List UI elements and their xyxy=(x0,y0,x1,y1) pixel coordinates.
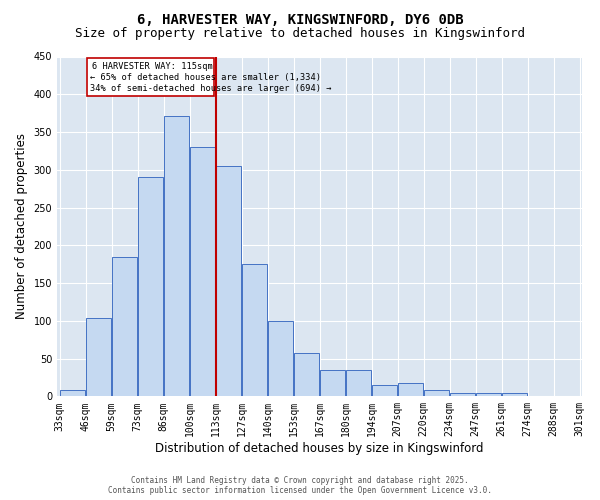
Bar xyxy=(372,385,397,396)
Text: Contains HM Land Registry data © Crown copyright and database right 2025.
Contai: Contains HM Land Registry data © Crown c… xyxy=(108,476,492,495)
Bar xyxy=(112,256,137,396)
Bar xyxy=(242,264,268,396)
FancyBboxPatch shape xyxy=(87,58,214,96)
Text: 34% of semi-detached houses are larger (694) →: 34% of semi-detached houses are larger (… xyxy=(89,84,331,94)
Text: 6, HARVESTER WAY, KINGSWINFORD, DY6 0DB: 6, HARVESTER WAY, KINGSWINFORD, DY6 0DB xyxy=(137,12,463,26)
Bar xyxy=(60,390,85,396)
Bar xyxy=(346,370,371,396)
Bar xyxy=(138,176,163,396)
Bar xyxy=(424,390,449,396)
Bar xyxy=(164,116,190,396)
Bar xyxy=(450,392,475,396)
Bar xyxy=(268,321,293,396)
Bar xyxy=(398,384,424,396)
X-axis label: Distribution of detached houses by size in Kingswinford: Distribution of detached houses by size … xyxy=(155,442,484,455)
Bar xyxy=(190,147,215,396)
Bar xyxy=(86,318,112,396)
Bar xyxy=(216,166,241,396)
Text: 6 HARVESTER WAY: 115sqm: 6 HARVESTER WAY: 115sqm xyxy=(92,62,212,71)
Bar xyxy=(294,354,319,397)
Text: ← 65% of detached houses are smaller (1,334): ← 65% of detached houses are smaller (1,… xyxy=(89,73,320,82)
Bar xyxy=(476,392,502,396)
Y-axis label: Number of detached properties: Number of detached properties xyxy=(15,134,28,320)
Text: Size of property relative to detached houses in Kingswinford: Size of property relative to detached ho… xyxy=(75,28,525,40)
Bar xyxy=(502,394,527,396)
Bar xyxy=(320,370,346,396)
